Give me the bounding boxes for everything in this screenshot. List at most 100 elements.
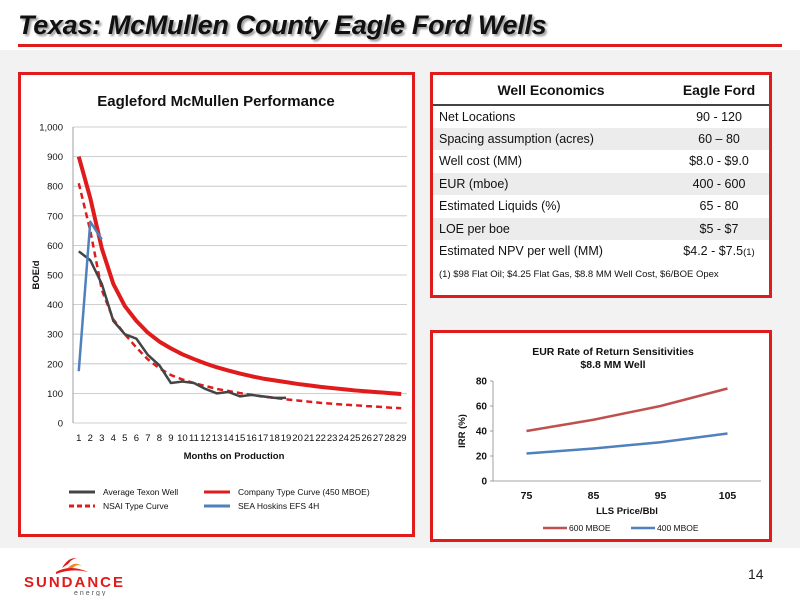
- well-economics-panel: Well Economics Eagle Ford Net Locations …: [430, 72, 772, 298]
- performance-chart-panel: Eagleford McMullen Performance 0 100 200 30…: [18, 72, 415, 537]
- x-tick-label: 25: [350, 433, 361, 444]
- row-value: 65 - 80: [699, 199, 739, 214]
- x-tick-label: 17: [258, 433, 269, 444]
- x-tick-label: 8: [157, 433, 162, 444]
- y-tick-label: 700: [47, 211, 63, 222]
- x-axis-label: Months on Production: [184, 451, 285, 462]
- irr-legend-label: 600 MBOE: [569, 523, 611, 533]
- row-value: $4.2 - $7.5(1): [669, 240, 769, 263]
- npv-value: $4.2 - $7.5: [683, 244, 744, 259]
- irr-chart-subtitle: $8.8 MM Well: [580, 359, 645, 371]
- x-tick-label: 12: [200, 433, 211, 444]
- irr-x-tick-label: 95: [655, 490, 667, 502]
- y-tick-label: 900: [47, 152, 63, 163]
- row-label: Well cost (MM): [439, 154, 523, 169]
- y-tick-label: 300: [47, 330, 63, 341]
- table-header-label: Well Economics: [433, 75, 669, 106]
- irr-y-tick-label: 60: [476, 402, 488, 413]
- table-row: Estimated Liquids (%) 65 - 80: [433, 195, 769, 218]
- x-tick-label: 27: [373, 433, 384, 444]
- irr-chart-title: EUR Rate of Return Sensitivities: [532, 346, 694, 358]
- series-line: [77, 220, 103, 372]
- x-tick-label: 9: [168, 433, 173, 444]
- slide-title: Texas: McMullen County Eagle Ford Wells: [18, 10, 547, 40]
- x-tick-label: 1: [76, 433, 81, 444]
- row-value: 90 - 120: [696, 109, 742, 124]
- row-value: 60 – 80: [669, 127, 769, 150]
- legend-label: NSAI Type Curve: [103, 501, 169, 511]
- legend-label: SEA Hoskins EFS 4H: [238, 501, 319, 511]
- series-line: [76, 156, 402, 396]
- irr-chart-panel: EUR Rate of Return Sensitivities $8.8 MM…: [430, 330, 772, 542]
- table-row: Estimated NPV per well (MM) $4.2 - $7.5(…: [433, 240, 769, 263]
- irr-y-axis-label: IRR (%): [457, 414, 468, 448]
- irr-series-line: [526, 387, 728, 433]
- irr-y-tick-label: 80: [476, 377, 488, 388]
- sundance-logo: SUNDANCE energy: [22, 550, 152, 597]
- logo-wordmark: SUNDANCE: [24, 574, 125, 591]
- well-economics-table: Well Economics Eagle Ford Net Locations …: [433, 75, 769, 263]
- y-tick-label: 600: [47, 241, 63, 252]
- table-row: Well cost (MM) $8.0 - $9.0: [433, 150, 769, 173]
- irr-y-tick-label: 20: [476, 452, 488, 463]
- x-tick-label: 26: [361, 433, 372, 444]
- irr-y-tick-label: 40: [476, 427, 488, 438]
- table-row: EUR (mboe) 400 - 600: [433, 172, 769, 195]
- x-tick-label: 24: [338, 433, 349, 444]
- table-row: LOE per boe $5 - $7: [433, 217, 769, 240]
- footnote-marker: (1): [743, 247, 755, 259]
- page-number: 14: [748, 566, 764, 582]
- x-tick-label: 23: [327, 433, 338, 444]
- x-tick-label: 3: [99, 433, 104, 444]
- irr-x-tick-label: 75: [521, 490, 533, 502]
- irr-legend-label: 400 MBOE: [657, 523, 699, 533]
- logo-subtext: energy: [74, 590, 107, 596]
- x-tick-label: 16: [246, 433, 257, 444]
- legend-label: Company Type Curve (450 MBOE): [238, 487, 370, 497]
- y-tick-label: 100: [47, 389, 63, 400]
- sun-logo-icon: SUNDANCE energy: [24, 558, 125, 597]
- row-label: LOE per boe: [433, 217, 669, 240]
- row-label: Estimated NPV per well (MM): [439, 244, 603, 259]
- x-tick-label: 29: [396, 433, 407, 444]
- row-label: Net Locations: [439, 109, 516, 124]
- x-tick-label: 22: [315, 433, 326, 444]
- irr-x-axis-label: LLS Price/Bbl: [596, 506, 658, 517]
- series-line: [77, 182, 402, 410]
- x-tick-label: 7: [145, 433, 150, 444]
- table-row: Spacing assumption (acres) 60 – 80: [433, 127, 769, 150]
- x-tick-label: 15: [235, 433, 246, 444]
- table-header-value: Eagle Ford: [669, 75, 769, 106]
- series-line: [77, 250, 287, 400]
- row-label: EUR (mboe): [433, 172, 669, 195]
- x-tick-label: 4: [111, 433, 116, 444]
- x-tick-label: 19: [281, 433, 292, 444]
- x-tick-label: 11: [189, 433, 199, 444]
- row-value: $8.0 - $9.0: [689, 154, 749, 169]
- y-tick-label: 200: [47, 359, 63, 370]
- chart-title: Eagleford McMullen Performance: [97, 93, 335, 110]
- x-tick-label: 5: [122, 433, 127, 444]
- x-tick-label: 10: [177, 433, 188, 444]
- x-tick-label: 13: [212, 433, 223, 444]
- y-tick-label: 400: [47, 300, 63, 311]
- legend-label: Average Texon Well: [103, 487, 178, 497]
- title-rule: [18, 44, 782, 47]
- irr-y-tick-label: 0: [481, 477, 487, 488]
- y-tick-label: 500: [47, 271, 63, 282]
- x-tick-label: 28: [384, 433, 395, 444]
- irr-chart: EUR Rate of Return Sensitivities $8.8 MM…: [457, 346, 761, 533]
- y-axis-label: BOE/d: [31, 260, 42, 289]
- x-tick-label: 14: [223, 433, 234, 444]
- irr-series-line: [526, 432, 728, 455]
- x-tick-label: 6: [134, 433, 139, 444]
- row-value: 400 - 600: [669, 172, 769, 195]
- x-tick-label: 18: [269, 433, 280, 444]
- row-label: Estimated Liquids (%): [439, 199, 561, 214]
- performance-chart: Eagleford McMullen Performance 0 100 200 30…: [31, 93, 407, 511]
- y-tick-label: 800: [47, 182, 63, 193]
- row-value: $5 - $7: [669, 217, 769, 240]
- x-tick-label: 20: [292, 433, 303, 444]
- irr-x-tick-label: 105: [719, 490, 737, 502]
- y-tick-label: 0: [58, 419, 63, 430]
